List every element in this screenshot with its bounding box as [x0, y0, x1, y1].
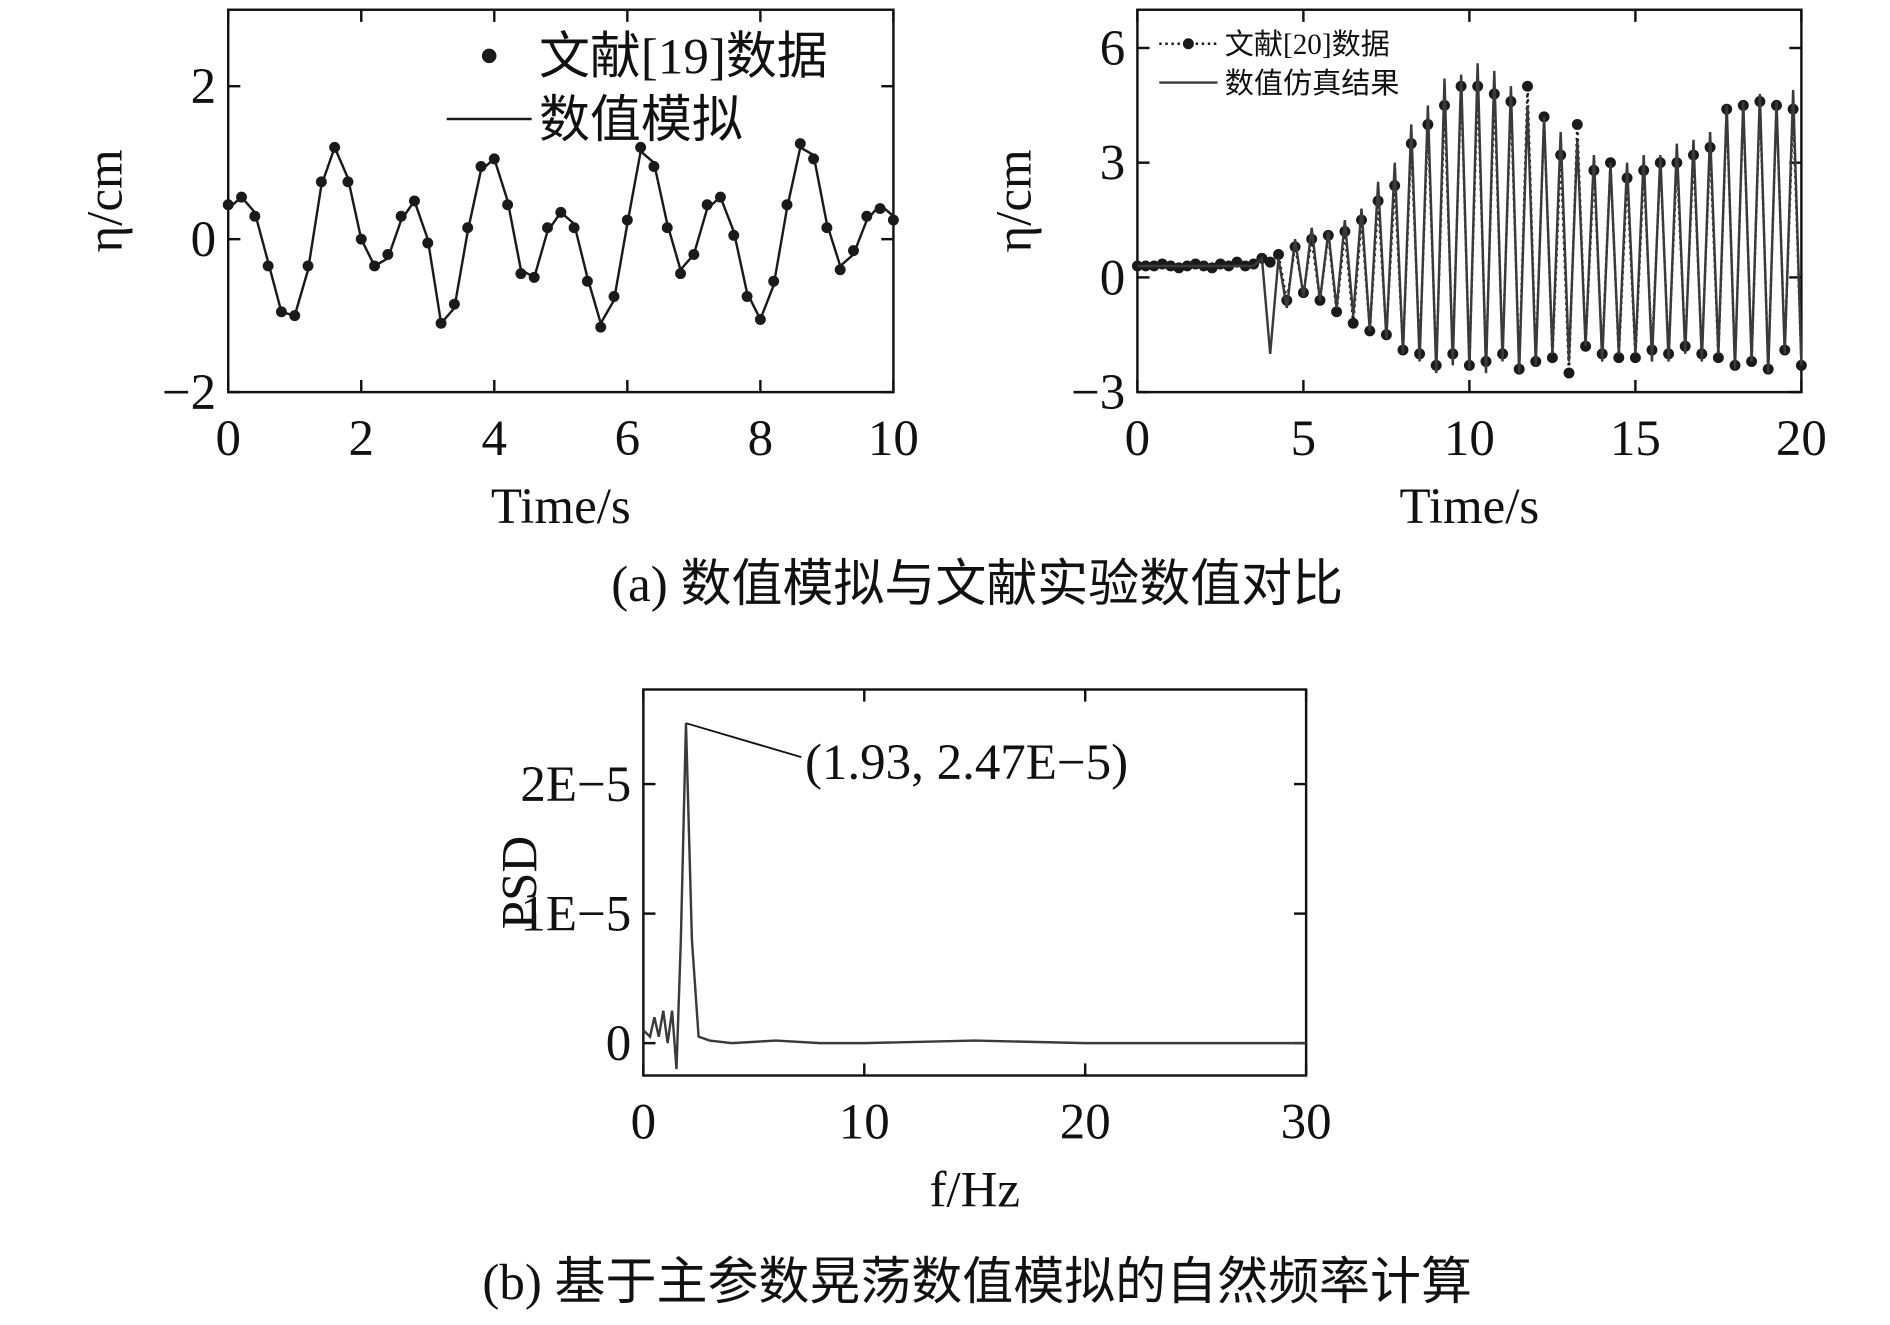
data-point [1563, 367, 1575, 379]
y-tick-label: −2 [162, 365, 216, 421]
data-point [1613, 352, 1625, 364]
x-tick-label: 8 [748, 411, 773, 467]
data-point [861, 210, 873, 222]
y-axis-label: η/cm [77, 149, 133, 252]
y-tick-label: 2E−5 [520, 757, 631, 813]
y-axis-label: PSD [493, 836, 549, 930]
data-point [1571, 118, 1583, 130]
legend-label: 数值模拟 [539, 93, 743, 149]
series-line [227, 144, 895, 327]
x-tick-label: 0 [215, 411, 240, 467]
y-tick-label: 2 [191, 59, 216, 115]
x-tick-label: 5 [1291, 411, 1316, 467]
x-tick-label: 4 [482, 411, 507, 467]
data-point [395, 210, 407, 222]
series-line [642, 723, 1307, 1070]
x-tick-label: 2 [349, 411, 374, 467]
x-tick-label: 6 [615, 411, 640, 467]
y-tick-label: −3 [1071, 365, 1125, 421]
data-point [675, 268, 687, 280]
legend-label: 文献[19]数据 [539, 30, 828, 86]
x-tick-label: 20 [1776, 411, 1827, 467]
annotation: (1.93, 2.47E−5) [805, 735, 1128, 791]
data-point [1629, 352, 1641, 364]
x-tick-label: 10 [1444, 411, 1495, 467]
x-tick-label: 20 [1060, 1095, 1111, 1151]
data-point [1546, 352, 1558, 364]
data-point [887, 214, 899, 226]
plot-frame [642, 688, 1308, 1077]
series-line [1137, 63, 1803, 374]
legend-label: 数值仿真结果 [1225, 67, 1400, 100]
data-point [1712, 352, 1724, 364]
x-tick-label: 0 [1125, 411, 1150, 467]
x-tick-label: 30 [1281, 1095, 1332, 1151]
data-point [635, 141, 647, 153]
x-tick-label: 15 [1610, 411, 1661, 467]
data-point [1331, 306, 1343, 318]
data-point [1795, 359, 1807, 371]
y-axis-label: η/cm [987, 149, 1043, 252]
data-point [595, 321, 607, 333]
data-point [1522, 80, 1533, 92]
y-tick-label: 6 [1100, 21, 1125, 77]
legend-marker [481, 48, 497, 64]
data-point [1347, 317, 1359, 329]
x-axis-label: Time/s [1400, 479, 1540, 535]
legend-marker [1182, 38, 1194, 50]
caption: (a) 数值模拟与文献实验数值对比 [611, 557, 1343, 613]
x-axis-label: Time/s [491, 479, 631, 535]
data-point [542, 222, 553, 234]
y-tick-label: 0 [606, 1016, 631, 1072]
data-point [1264, 256, 1276, 268]
legend-label: 文献[20]数据 [1225, 28, 1390, 61]
x-tick-label: 10 [839, 1095, 890, 1151]
y-tick-label: 1E−5 [520, 887, 631, 943]
y-tick-label: 0 [1100, 250, 1125, 306]
caption: (b) 基于主参数晃荡数值模拟的自然频率计算 [482, 1255, 1472, 1311]
y-tick-label: 0 [191, 212, 216, 268]
plot: 0 10 20 30 0 1E−5 2E−5 f/Hz PSD (1.93, 2.47E−5) [493, 688, 1332, 1219]
data-point [794, 138, 806, 150]
x-tick-label: 0 [631, 1095, 656, 1151]
y-tick-label: 3 [1100, 136, 1125, 192]
annotation-leader [685, 722, 802, 759]
data-point [834, 264, 846, 276]
data-point [1273, 248, 1284, 260]
x-tick-label: 10 [868, 411, 919, 467]
x-axis-label: f/Hz [929, 1163, 1020, 1219]
